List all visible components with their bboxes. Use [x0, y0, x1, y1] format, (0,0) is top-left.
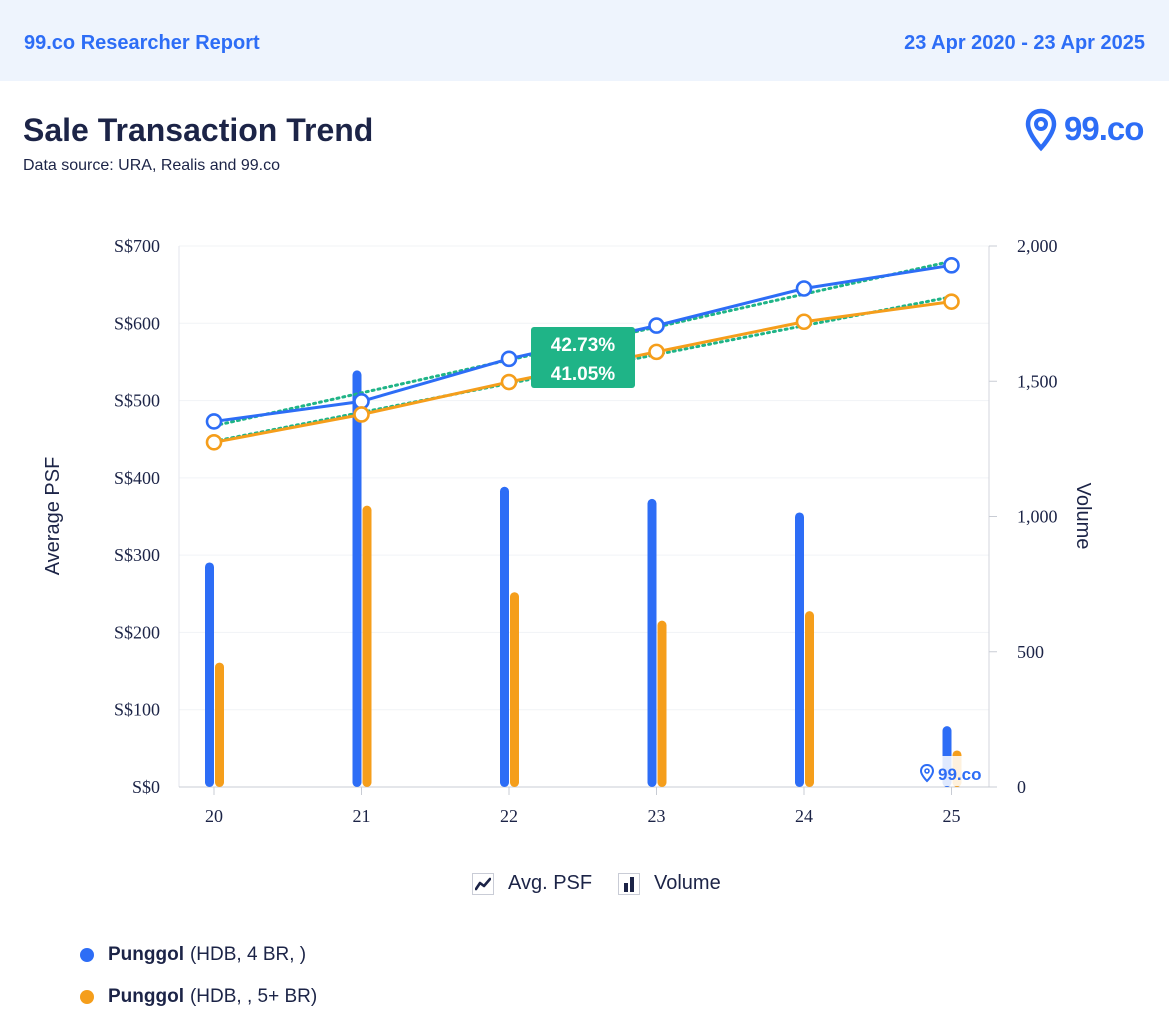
series-detail: (HDB, 4 BR, ) [189, 944, 307, 965]
chart-watermark: 99.co [913, 756, 981, 786]
page-title: Sale Transaction Trend [23, 112, 374, 148]
y2-tick-label: 0 [1017, 777, 1026, 797]
x-tick-label: 23 [648, 806, 666, 826]
line-chart-icon [472, 872, 494, 895]
series-color-dot [80, 948, 94, 962]
data-source-text: Data source: URA, Realis and 99.co [23, 157, 281, 174]
volume-bar [510, 592, 519, 787]
legend-volume[interactable]: Volume [618, 872, 721, 895]
volume-bar [657, 620, 667, 787]
x-axis-ticks: 20 21 22 23 24 25 [205, 787, 961, 826]
location-pin-icon [1025, 108, 1057, 152]
x-tick-label: 22 [500, 806, 518, 826]
volume-bars [205, 370, 962, 787]
psf-points [205, 257, 960, 451]
y-tick-label: S$100 [114, 700, 160, 720]
volume-bar [205, 562, 214, 787]
series-name: Punggol [108, 944, 184, 965]
report-header-bar: 99.co Researcher Report 23 Apr 2020 - 23… [0, 0, 1169, 81]
y2-axis-label: Volume [1072, 483, 1094, 550]
brand-logo: 99.co [1020, 106, 1150, 156]
watermark-text: 99.co [938, 765, 981, 784]
psf-point [648, 343, 665, 361]
y-tick-label: S$200 [114, 622, 160, 642]
legend-avg-psf[interactable]: Avg. PSF [472, 872, 592, 895]
date-range: 23 Apr 2020 - 23 Apr 2025 [904, 32, 1145, 54]
psf-point [648, 317, 665, 334]
series-color-dot [80, 990, 94, 1004]
psf-point [500, 373, 518, 391]
volume-bar [215, 662, 224, 787]
right-axis-ticks: 0 500 1,000 1,500 2,000 [989, 236, 1058, 797]
left-axis-ticks: S$0 S$100 S$200 S$300 S$400 S$500 S$600 S$700 [114, 236, 160, 797]
psf-point [205, 413, 223, 430]
y2-tick-label: 500 [1017, 642, 1044, 662]
y-tick-label: S$700 [114, 236, 160, 256]
x-tick-label: 20 [205, 806, 223, 826]
y-tick-label: S$300 [114, 545, 160, 565]
chart-grid [179, 245, 989, 711]
bar-chart-icon [618, 872, 640, 895]
growth-badge: 42.73% 41.05% [531, 327, 635, 388]
series-detail: (HDB, , 5+ BR) [189, 986, 318, 1007]
psf-point [795, 280, 813, 297]
series-legend-row: Punggol (HDB, , 5+ BR) [80, 986, 317, 1008]
volume-bar [500, 486, 509, 787]
legend-avg-psf-label: Avg. PSF [508, 872, 593, 894]
growth-label-1: 42.73% [551, 335, 616, 356]
legend-volume-label: Volume [654, 872, 721, 894]
psf-point [943, 293, 960, 310]
psf-point [500, 350, 518, 368]
trend-line [212, 295, 953, 443]
psf-point [943, 257, 960, 274]
y-tick-label: S$0 [132, 777, 160, 797]
y-axis-label: Average PSF [42, 457, 64, 576]
psf-point [353, 406, 370, 423]
y2-tick-label: 2,000 [1017, 236, 1058, 256]
series-name: Punggol [108, 986, 184, 1007]
volume-bar [352, 370, 362, 787]
logo-text: 99.co [1064, 110, 1144, 147]
volume-bar [362, 505, 372, 787]
series-legend-row: Punggol (HDB, 4 BR, ) [80, 944, 306, 966]
psf-point [795, 313, 813, 331]
growth-label-2: 41.05% [551, 364, 616, 385]
psf-point [205, 434, 223, 451]
y2-tick-label: 1,500 [1017, 371, 1058, 391]
y2-tick-label: 1,000 [1017, 507, 1058, 527]
x-tick-label: 21 [353, 806, 371, 826]
y-tick-label: S$500 [114, 391, 160, 411]
volume-bar [805, 611, 814, 787]
y-tick-label: S$600 [114, 313, 160, 333]
x-tick-label: 24 [795, 806, 813, 826]
volume-bar [647, 498, 657, 787]
volume-bar [795, 512, 804, 787]
report-label: 99.co Researcher Report [24, 32, 260, 54]
sale-transaction-chart: S$0 S$100 S$200 S$300 S$400 S$500 S$600 S$700 0… [42, 236, 1094, 826]
x-tick-label: 25 [943, 806, 961, 826]
y-tick-label: S$400 [114, 468, 160, 488]
